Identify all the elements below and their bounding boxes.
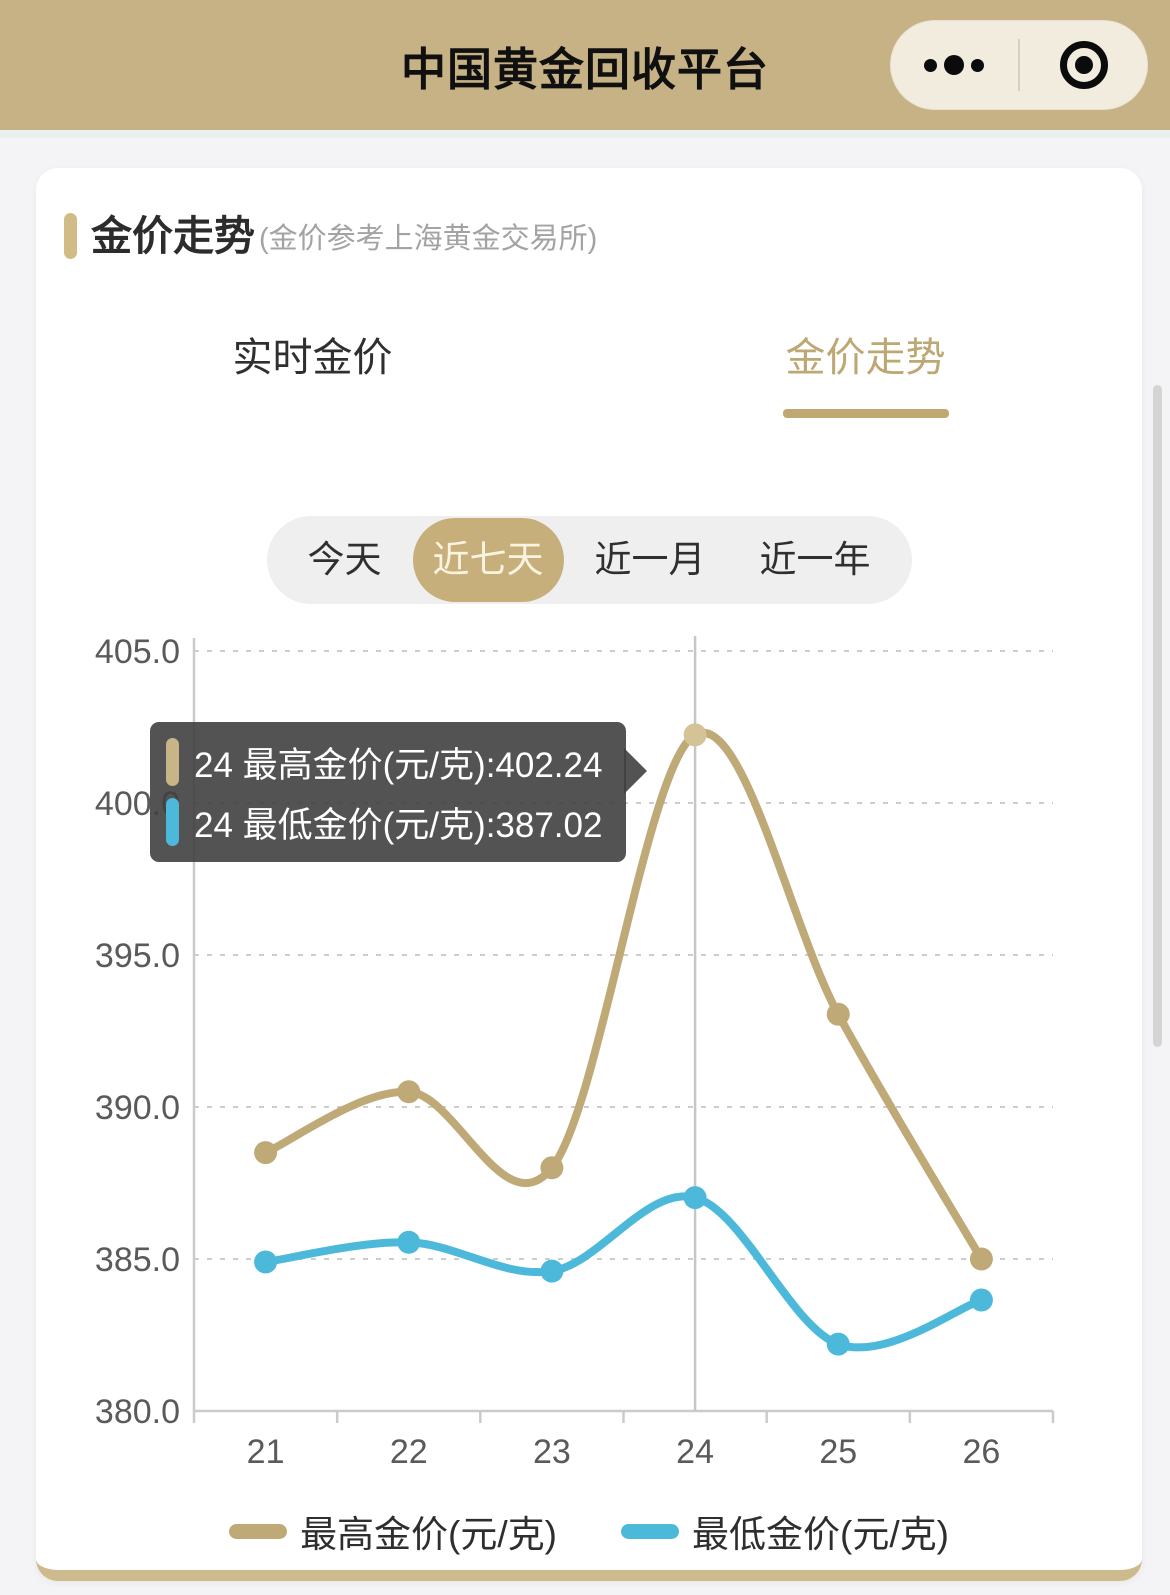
more-dots-icon <box>971 58 984 72</box>
page-scrollbar-thumb[interactable] <box>1153 385 1162 1047</box>
tab-price-trend[interactable]: 金价走势 <box>589 330 1142 418</box>
tooltip-row: 24 最高金价(元/克):402.24 <box>166 735 602 789</box>
chart-legend: 最高金价(元/克) 最低金价(元/克) <box>36 1505 1142 1557</box>
chart-tooltip: 24 最高金价(元/克):402.24 24 最低金价(元/克):387.02 <box>150 722 648 862</box>
x-axis-label: 25 <box>819 1433 857 1471</box>
tooltip-series-marker <box>166 798 179 846</box>
data-point <box>254 1250 278 1274</box>
accent-bar <box>64 213 77 259</box>
tooltip-text: 24 最高金价(元/克):402.24 <box>194 745 603 785</box>
y-axis-label: 385.0 <box>95 1241 180 1279</box>
data-point <box>683 723 707 747</box>
data-point <box>826 1002 850 1026</box>
data-point <box>397 1230 421 1254</box>
x-axis-label: 23 <box>533 1433 571 1471</box>
price-tabs: 实时金价 金价走势 <box>36 330 1142 418</box>
capsule-divider <box>1018 39 1020 91</box>
data-point <box>969 1288 993 1312</box>
series-line-low <box>261 1192 986 1352</box>
tab-realtime-price[interactable]: 实时金价 <box>232 336 393 380</box>
target-circle-icon <box>1060 41 1108 89</box>
section-subtitle: (金价参考上海黄金交易所) <box>259 223 598 255</box>
gold-price-card: 金价走势 (金价参考上海黄金交易所) 实时金价 金价走势 今天 近七天 近一月 … <box>36 168 1142 1581</box>
miniprogram-capsule <box>890 20 1148 110</box>
x-axis-label: 21 <box>247 1433 285 1471</box>
data-point <box>540 1259 564 1283</box>
legend-swatch-low <box>621 1523 679 1539</box>
period-today[interactable]: 今天 <box>307 539 382 580</box>
data-point <box>397 1080 421 1104</box>
legend-item-low[interactable]: 最低金价(元/克) <box>621 1504 949 1558</box>
header-edge <box>0 130 1170 138</box>
app-header: 中国黄金回收平台 <box>0 0 1170 130</box>
y-axis-label: 390.0 <box>95 1089 180 1127</box>
period-last-7-days[interactable]: 近七天 <box>412 518 564 602</box>
period-last-month[interactable]: 近一月 <box>594 539 706 580</box>
data-point <box>969 1247 993 1271</box>
x-axis-label: 26 <box>963 1433 1001 1471</box>
period-selector-wrap: 今天 近七天 近一月 近一年 <box>36 516 1142 604</box>
data-point <box>683 1186 707 1210</box>
more-dots-icon <box>924 58 937 72</box>
x-axis-label: 24 <box>676 1433 714 1471</box>
more-dots-icon <box>944 55 964 75</box>
y-axis-label: 395.0 <box>95 937 180 975</box>
legend-item-high[interactable]: 最高金价(元/克) <box>229 1504 557 1558</box>
tooltip-series-marker <box>166 738 179 786</box>
section-title: 金价走势 <box>91 213 255 259</box>
app-title: 中国黄金回收平台 <box>400 43 769 95</box>
legend-swatch-high <box>229 1523 288 1539</box>
y-axis-label: 380.0 <box>95 1393 180 1431</box>
data-point <box>254 1141 278 1165</box>
active-tab-underline <box>782 409 949 418</box>
tooltip-text: 24 最低金价(元/克):387.02 <box>194 805 603 845</box>
period-last-year[interactable]: 近一年 <box>759 539 871 580</box>
trend-chart-area[interactable]: 405.0 400.0 395.0 390.0 385.0 380.0 21 22 23 24 25… <box>36 616 1142 1555</box>
exit-button[interactable] <box>1020 20 1148 110</box>
period-selector: 今天 近七天 近一月 近一年 <box>266 516 912 604</box>
tooltip-row: 24 最低金价(元/克):387.02 <box>166 795 602 849</box>
data-point <box>826 1332 850 1356</box>
more-button[interactable] <box>890 20 1018 110</box>
y-axis-label: 405.0 <box>95 633 180 671</box>
data-point <box>540 1156 564 1180</box>
section-head: 金价走势 (金价参考上海黄金交易所) <box>36 210 1142 262</box>
x-axis-label: 22 <box>390 1433 428 1471</box>
